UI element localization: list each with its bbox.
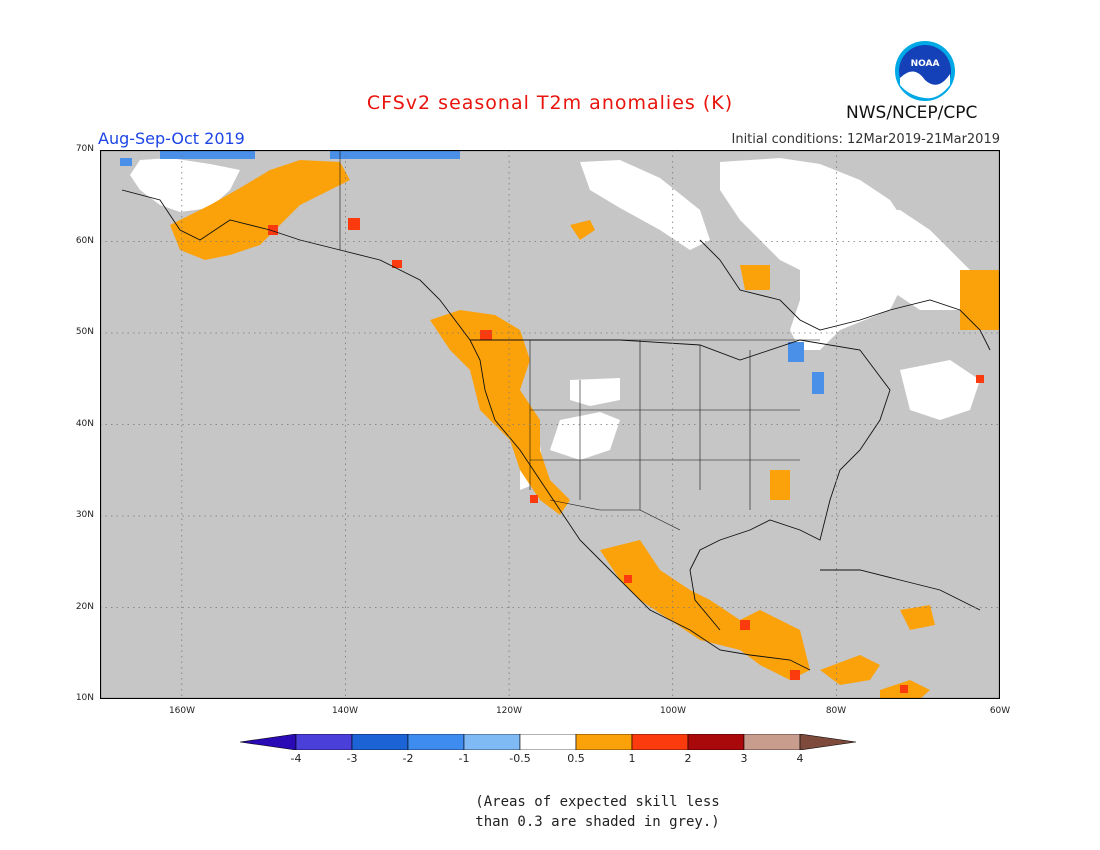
colorbar-tick-label: 1 bbox=[628, 752, 636, 765]
lon-label-60w: 60W bbox=[989, 706, 1011, 716]
lon-label-140w: 140W bbox=[331, 706, 359, 716]
colorbar-segment bbox=[631, 734, 689, 750]
skill-note-line-2: than 0.3 are shaded in grey.) bbox=[475, 814, 720, 830]
colorbar-tick-label: 2 bbox=[684, 752, 692, 765]
lat-label-10n: 10N bbox=[75, 693, 94, 703]
warm-anomaly-regions bbox=[170, 160, 1000, 699]
lat-label-40n: 40N bbox=[75, 419, 94, 429]
colorbar-tick-label: -1 bbox=[458, 752, 470, 765]
noaa-logo-text: NOAA bbox=[911, 59, 940, 69]
colorbar-tick-label: 3 bbox=[740, 752, 748, 765]
colorbar-arrow-high bbox=[799, 734, 857, 750]
colorbar-tick-label: -2 bbox=[402, 752, 414, 765]
colorbar-segment bbox=[463, 734, 521, 750]
graticule bbox=[100, 150, 1000, 699]
colorbar-segment bbox=[743, 734, 801, 750]
colorbar-tick-label: -0.5 bbox=[509, 752, 531, 765]
hot-anomaly-spots bbox=[268, 218, 984, 693]
colorbar-segment bbox=[519, 734, 577, 750]
chart-title: CFSv2 seasonal T2m anomalies (K) bbox=[366, 92, 734, 114]
lat-label-20n: 20N bbox=[75, 602, 94, 612]
near-zero-regions bbox=[130, 158, 980, 490]
lon-label-100w: 100W bbox=[659, 706, 687, 716]
lon-label-160w: 160W bbox=[168, 706, 196, 716]
political-borders bbox=[339, 150, 820, 531]
colorbar-tick-label: -4 bbox=[290, 752, 302, 765]
colorbar-tick-label: 0.5 bbox=[567, 752, 585, 765]
anomaly-map bbox=[100, 150, 1000, 699]
skill-note-line-1: (Areas of expected skill less bbox=[475, 794, 720, 810]
season-label: Aug-Sep-Oct 2019 bbox=[98, 129, 245, 148]
colorbar-segment bbox=[351, 734, 409, 750]
lat-label-30n: 30N bbox=[75, 510, 94, 520]
colorbar-segment bbox=[407, 734, 465, 750]
lat-label-70n: 70N bbox=[75, 144, 94, 154]
cold-anomaly-spots bbox=[120, 150, 824, 394]
colorbar-tick-label: -3 bbox=[346, 752, 358, 765]
colorbar-segment bbox=[575, 734, 633, 750]
agency-label: NWS/NCEP/CPC bbox=[846, 103, 978, 123]
map-frame bbox=[100, 150, 1000, 699]
lon-label-80w: 80W bbox=[825, 706, 847, 716]
lat-label-50n: 50N bbox=[75, 327, 94, 337]
colorbar bbox=[240, 734, 857, 750]
initial-conditions-label: Initial conditions: 12Mar2019-21Mar2019 bbox=[731, 132, 1001, 147]
lon-label-120w: 120W bbox=[495, 706, 523, 716]
colorbar-segment bbox=[687, 734, 745, 750]
colorbar-segment bbox=[295, 734, 353, 750]
noaa-logo: NOAA bbox=[895, 41, 955, 101]
skill-note: (Areas of expected skill less than 0.3 a… bbox=[0, 792, 1100, 832]
colorbar-arrow-low bbox=[240, 734, 297, 750]
colorbar-tick-label: 4 bbox=[796, 752, 804, 765]
lat-label-60n: 60N bbox=[75, 236, 94, 246]
